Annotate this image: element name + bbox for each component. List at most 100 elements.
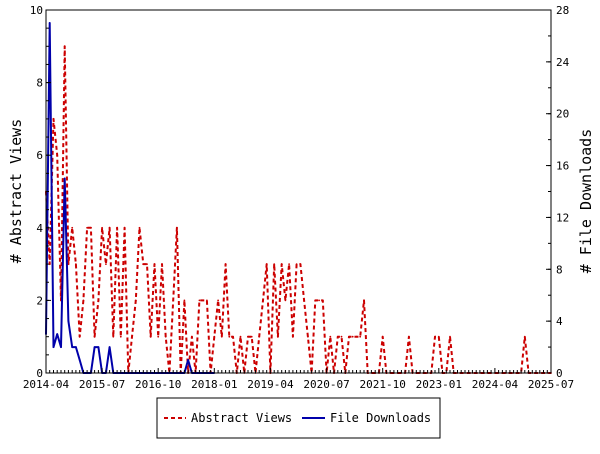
data-point-abstract-views: [78, 335, 81, 338]
data-point-abstract-views: [48, 263, 51, 265]
y-right-tick-label: 20: [556, 108, 569, 121]
data-point-abstract-views: [449, 335, 451, 338]
y-left-tick-label: 4: [36, 222, 43, 235]
data-point-file-downloads: [67, 320, 70, 322]
y-right-tick-label: 4: [556, 315, 563, 328]
data-point-abstract-views: [314, 299, 317, 302]
data-point-abstract-views: [97, 299, 100, 302]
data-point-abstract-views: [250, 335, 253, 338]
data-point-abstract-views: [202, 299, 205, 302]
data-point-abstract-views: [67, 263, 70, 265]
data-point-abstract-views: [318, 299, 320, 302]
data-point-abstract-views: [191, 335, 193, 338]
data-point-abstract-views: [101, 226, 103, 229]
data-point-abstract-views: [523, 335, 526, 338]
data-point-abstract-views: [284, 299, 287, 302]
y-axis-title-left: # Abstract Views: [7, 119, 25, 264]
data-point-abstract-views: [340, 335, 343, 338]
x-tick-label: 2025-07: [528, 378, 574, 391]
x-tick-label: 2023-01: [416, 378, 462, 391]
data-point-abstract-views: [336, 335, 339, 338]
data-point-file-downloads: [187, 359, 190, 361]
axis-layer: 2014-04 2015-07 2016-10 2018-01 2019-04 2020-…: [23, 4, 574, 391]
x-tick-label: 2014-04: [23, 378, 70, 391]
data-point-file-downloads: [97, 346, 100, 348]
data-point-abstract-views: [303, 299, 305, 302]
data-point-abstract-views: [161, 263, 163, 265]
data-point-abstract-views: [381, 335, 384, 338]
y-axis-title-right: # File Downloads: [577, 129, 595, 274]
data-point-abstract-views: [307, 335, 309, 338]
x-tick-label: 2021-10: [360, 378, 406, 391]
x-tick-label: 2020-07: [303, 378, 349, 391]
data-point-abstract-views: [86, 226, 88, 229]
data-point-file-downloads: [48, 22, 51, 24]
data-point-abstract-views: [52, 118, 55, 120]
data-point-abstract-views: [82, 299, 85, 302]
data-point-abstract-views: [288, 263, 290, 265]
data-point-abstract-views: [232, 335, 234, 338]
data-point-abstract-views: [217, 299, 220, 302]
y-left-tick-label: 10: [30, 4, 43, 17]
y-left-tick-label: 0: [36, 367, 43, 380]
data-point-abstract-views: [437, 335, 440, 338]
data-point-abstract-views: [75, 263, 77, 265]
data-point-abstract-views: [351, 335, 354, 338]
data-point-file-downloads: [52, 346, 55, 348]
x-tick-label: 2016-10: [135, 378, 181, 391]
data-point-abstract-views: [355, 335, 358, 338]
x-tick-label: 2019-04: [247, 378, 294, 391]
data-point-abstract-views: [359, 335, 362, 338]
data-point-abstract-views: [172, 299, 175, 302]
data-point-abstract-views: [93, 335, 96, 338]
y-right-tick-label: 28: [556, 4, 569, 17]
data-point-abstract-views: [108, 226, 111, 229]
legend-label-abstract-views: Abstract Views: [191, 411, 292, 425]
data-point-abstract-views: [434, 335, 436, 338]
data-point-abstract-views: [239, 335, 242, 338]
y-left-tick-label: 2: [36, 294, 43, 307]
data-point-abstract-views: [273, 263, 276, 265]
data-point-abstract-views: [280, 263, 283, 265]
data-point-abstract-views: [71, 226, 74, 229]
data-point-abstract-views: [295, 263, 298, 265]
data-point-file-downloads: [93, 346, 96, 348]
data-point-abstract-views: [198, 299, 201, 302]
data-point-abstract-views: [247, 335, 249, 338]
data-point-abstract-views: [164, 335, 167, 338]
x-tick-label: 2015-07: [79, 378, 125, 391]
data-point-abstract-views: [228, 335, 231, 338]
data-point-abstract-views: [408, 335, 410, 338]
data-point-abstract-views: [105, 263, 107, 265]
data-point-abstract-views: [292, 335, 294, 338]
data-point-abstract-views: [176, 226, 178, 229]
y-right-tick-label: 8: [556, 263, 563, 276]
data-point-abstract-views: [220, 335, 223, 338]
data-point-abstract-views: [321, 299, 324, 302]
x-tick-label: 2018-01: [191, 378, 237, 391]
data-point-file-downloads: [63, 177, 66, 180]
data-point-abstract-views: [265, 263, 268, 265]
y-right-tick-label: 12: [556, 211, 569, 224]
legend-box: [156, 397, 441, 439]
data-point-abstract-views: [299, 263, 302, 265]
data-point-file-downloads: [60, 346, 62, 348]
data-point-abstract-views: [153, 263, 156, 265]
y-right-tick-label: 0: [556, 367, 563, 380]
data-point-abstract-views: [262, 299, 264, 302]
y-right-tick-label: 16: [556, 160, 569, 173]
data-point-abstract-views: [329, 335, 332, 338]
data-point-abstract-views: [116, 226, 118, 229]
data-point-abstract-views: [258, 335, 261, 338]
data-point-abstract-views: [56, 154, 59, 157]
y-right-tick-label: 24: [556, 56, 570, 69]
data-point-abstract-views: [183, 299, 186, 302]
y-left-tick-label: 8: [36, 77, 43, 90]
data-point-abstract-views: [134, 299, 137, 302]
legend: Abstract Views File Downloads: [156, 397, 441, 439]
data-point-abstract-views: [63, 45, 66, 48]
data-point-abstract-views: [277, 335, 279, 338]
